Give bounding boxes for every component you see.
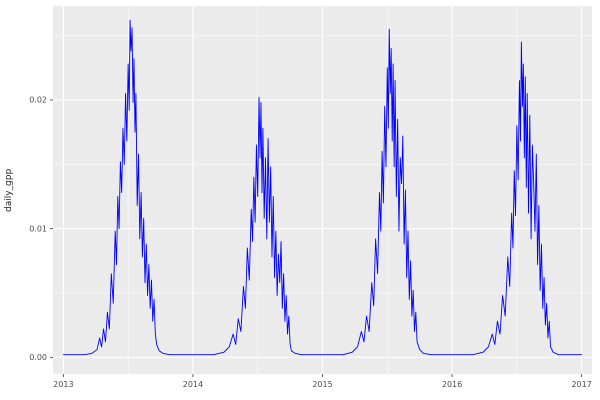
y-tick-label: 0.02	[29, 96, 47, 105]
y-tick-label: 0.01	[29, 224, 47, 233]
x-tick-label: 2017	[571, 380, 591, 389]
gpp-line	[62, 19, 583, 356]
x-tick-label: 2016	[442, 380, 462, 389]
x-tick-label: 2015	[312, 380, 332, 389]
x-tick-label: 2014	[183, 380, 203, 389]
y-tick-label: 0.00	[29, 353, 47, 362]
x-tick-label: 2013	[53, 380, 73, 389]
